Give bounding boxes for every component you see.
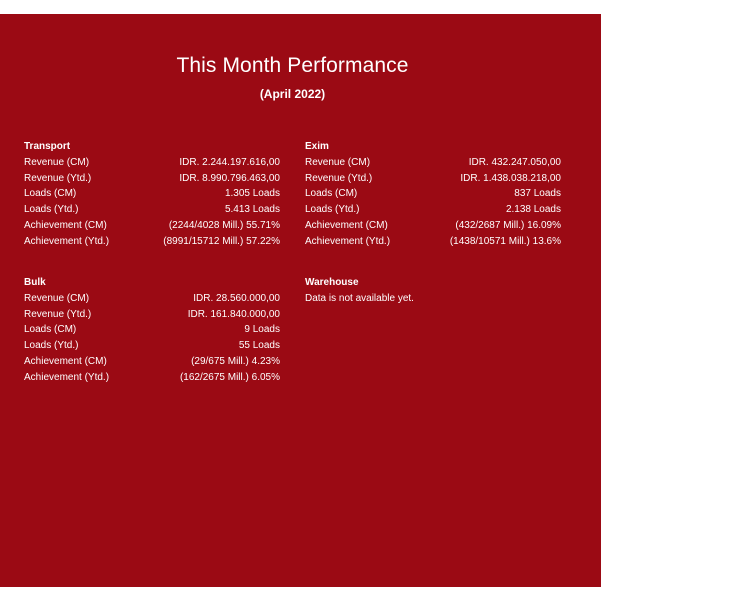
warehouse-section: Warehouse Data is not available yet. <box>305 275 561 307</box>
bulk-section: Bulk Revenue (CM) IDR. 28.560.000,00 Rev… <box>24 275 280 386</box>
metric-value: 837 Loads <box>514 188 561 200</box>
metric-row-achievement-ytd: Achievement (Ytd.) (162/2675 Mill.) 6.05… <box>24 370 280 386</box>
metric-label: Revenue (Ytd.) <box>24 172 92 184</box>
metric-value: 5.413 Loads <box>224 204 280 216</box>
metric-row-revenue-ytd: Revenue (Ytd.) IDR. 8.990.796.463,00 <box>24 171 280 187</box>
metric-value: 55 Loads <box>238 340 280 352</box>
metric-row-achievement-cm: Achievement (CM) (2244/4028 Mill.) 55.71… <box>24 218 280 234</box>
metric-row-loads-cm: Loads (CM) 9 Loads <box>24 322 280 338</box>
page-title: This Month Performance <box>176 54 409 77</box>
metric-value: (1438/10571 Mill.) 13.6% <box>449 235 561 247</box>
metric-label: Loads (Ytd.) <box>305 204 360 216</box>
metric-value: (432/2687 Mill.) 16.09% <box>455 219 561 231</box>
metric-row-achievement-ytd: Achievement (Ytd.) (8991/15712 Mill.) 57… <box>24 234 280 250</box>
metric-label: Revenue (Ytd.) <box>24 308 92 320</box>
metric-label: Revenue (CM) <box>24 292 90 304</box>
metric-row-revenue-cm: Revenue (CM) IDR. 2.244.197.616,00 <box>24 155 280 171</box>
metric-row-achievement-ytd: Achievement (Ytd.) (1438/10571 Mill.) 13… <box>305 234 561 250</box>
metric-row-loads-ytd: Loads (Ytd.) 55 Loads <box>24 338 280 354</box>
metric-value: IDR. 8.990.796.463,00 <box>179 172 280 184</box>
metric-value: IDR. 2.244.197.616,00 <box>179 156 280 168</box>
metric-row-loads-cm: Loads (CM) 1.305 Loads <box>24 186 280 202</box>
metric-label: Achievement (Ytd.) <box>24 235 110 247</box>
metric-row-revenue-cm: Revenue (CM) IDR. 432.247.050,00 <box>305 155 561 171</box>
transport-section: Transport Revenue (CM) IDR. 2.244.197.61… <box>24 139 280 250</box>
performance-panel: This Month Performance (April 2022) Tran… <box>0 14 601 587</box>
metric-row-loads-ytd: Loads (Ytd.) 5.413 Loads <box>24 202 280 218</box>
metric-row-achievement-cm: Achievement (CM) (29/675 Mill.) 4.23% <box>24 354 280 370</box>
metric-label: Revenue (CM) <box>24 156 90 168</box>
metric-row-achievement-cm: Achievement (CM) (432/2687 Mill.) 16.09% <box>305 218 561 234</box>
metric-row-loads-cm: Loads (CM) 837 Loads <box>305 186 561 202</box>
metric-value: (29/675 Mill.) 4.23% <box>191 355 280 367</box>
metric-row-revenue-ytd: Revenue (Ytd.) IDR. 161.840.000,00 <box>24 307 280 323</box>
no-data-message: Data is not available yet. <box>305 292 414 304</box>
metric-label: Revenue (CM) <box>305 156 371 168</box>
metric-label: Loads (Ytd.) <box>24 340 79 352</box>
metric-value: IDR. 1.438.038.218,00 <box>460 172 561 184</box>
metric-value: IDR. 28.560.000,00 <box>193 292 280 304</box>
section-title: Warehouse <box>305 277 359 288</box>
metric-value: 1.305 Loads <box>224 188 280 200</box>
metric-value: (8991/15712 Mill.) 57.22% <box>163 235 280 247</box>
metric-label: Revenue (Ytd.) <box>305 172 373 184</box>
metric-value: IDR. 161.840.000,00 <box>187 308 280 320</box>
section-title: Bulk <box>24 277 46 288</box>
metric-label: Achievement (CM) <box>24 219 107 231</box>
period-subtitle: (April 2022) <box>259 87 326 101</box>
metric-row-loads-ytd: Loads (Ytd.) 2.138 Loads <box>305 202 561 218</box>
metric-value: IDR. 432.247.050,00 <box>468 156 561 168</box>
metric-label: Achievement (CM) <box>305 219 388 231</box>
metric-label: Achievement (CM) <box>24 355 107 367</box>
metric-label: Loads (CM) <box>24 324 77 336</box>
metric-label: Loads (CM) <box>305 188 358 200</box>
metric-row-revenue-cm: Revenue (CM) IDR. 28.560.000,00 <box>24 291 280 307</box>
metric-label: Loads (CM) <box>24 188 77 200</box>
metric-value: (162/2675 Mill.) 6.05% <box>179 371 280 383</box>
metric-value: (2244/4028 Mill.) 55.71% <box>168 219 280 231</box>
metric-value: 2.138 Loads <box>505 204 561 216</box>
section-title: Exim <box>305 141 329 152</box>
metric-label: Achievement (Ytd.) <box>24 371 110 383</box>
section-title: Transport <box>24 141 71 152</box>
metric-label: Loads (Ytd.) <box>24 204 79 216</box>
metric-value: 9 Loads <box>244 324 280 336</box>
exim-section: Exim Revenue (CM) IDR. 432.247.050,00 Re… <box>305 139 561 250</box>
metric-label: Achievement (Ytd.) <box>305 235 391 247</box>
metric-row-revenue-ytd: Revenue (Ytd.) IDR. 1.438.038.218,00 <box>305 171 561 187</box>
